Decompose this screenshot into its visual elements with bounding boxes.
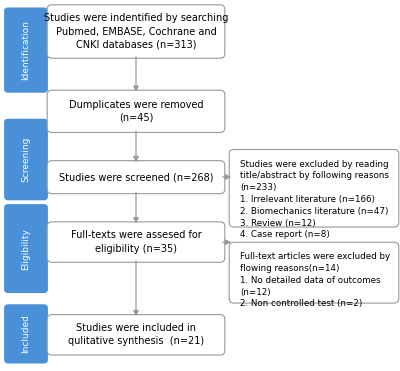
FancyBboxPatch shape xyxy=(47,161,225,194)
FancyBboxPatch shape xyxy=(5,119,47,200)
Text: Studies were indentified by searching
Pubmed, EMBASE, Cochrane and
CNKI database: Studies were indentified by searching Pu… xyxy=(44,13,228,50)
Text: Screening: Screening xyxy=(22,137,30,182)
Text: Studies were excluded by reading
title/abstract by following reasons
(n=233)
1. : Studies were excluded by reading title/a… xyxy=(240,160,389,239)
FancyBboxPatch shape xyxy=(5,8,47,92)
Text: Full-text articles were excluded by
flowing reasons(n=14)
1. No detailed data of: Full-text articles were excluded by flow… xyxy=(240,252,390,308)
Text: Dumplicates were removed
(n=45): Dumplicates were removed (n=45) xyxy=(69,100,203,123)
Text: Studies were screened (n=268): Studies were screened (n=268) xyxy=(59,172,213,182)
FancyBboxPatch shape xyxy=(47,315,225,355)
Text: Identification: Identification xyxy=(22,20,30,80)
FancyBboxPatch shape xyxy=(229,150,399,227)
FancyBboxPatch shape xyxy=(47,222,225,262)
Text: Full-texts were assesed for
eligibility (n=35): Full-texts were assesed for eligibility … xyxy=(71,230,201,254)
Text: Eligibility: Eligibility xyxy=(22,228,30,269)
FancyBboxPatch shape xyxy=(5,305,47,363)
FancyBboxPatch shape xyxy=(47,5,225,58)
FancyBboxPatch shape xyxy=(5,205,47,292)
Text: Studies were included in
qulitative synthesis  (n=21): Studies were included in qulitative synt… xyxy=(68,323,204,347)
FancyBboxPatch shape xyxy=(47,90,225,132)
FancyBboxPatch shape xyxy=(229,242,399,303)
Text: Included: Included xyxy=(22,315,30,353)
